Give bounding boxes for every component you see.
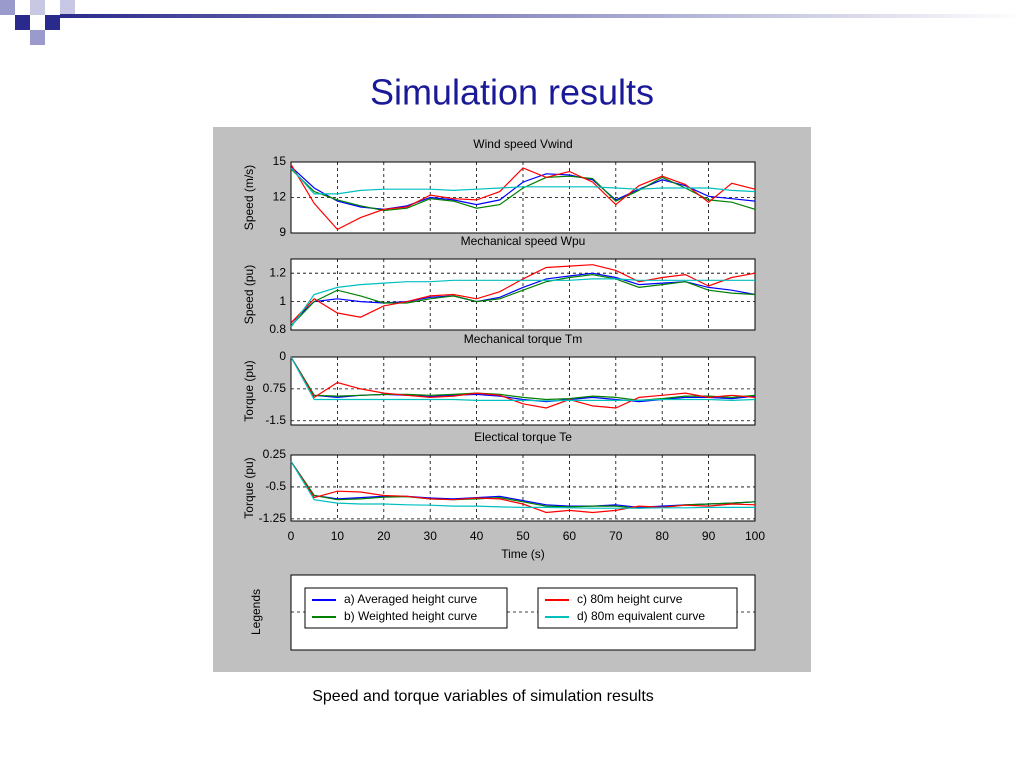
series-line <box>290 164 756 231</box>
x-tick-label: 50 <box>516 529 530 543</box>
plot-area <box>290 258 756 331</box>
caption: Speed and torque variables of simulation… <box>312 688 654 705</box>
y-axis-label: Speed (m/s) <box>242 165 256 230</box>
x-tick-label: 70 <box>609 529 623 543</box>
series-line <box>290 461 756 514</box>
x-tick-label: 80 <box>656 529 670 543</box>
y-axis-label: Torque (pu) <box>242 360 256 421</box>
x-tick-label: 60 <box>563 529 577 543</box>
series-line <box>290 168 756 212</box>
slide-title: Simulation results <box>370 72 654 113</box>
series-line <box>290 264 756 324</box>
y-tick-label: 0.75 <box>263 381 287 395</box>
series-line <box>290 356 756 402</box>
y-tick-label: -0.5 <box>265 479 286 493</box>
y-tick-label: 12 <box>273 190 287 204</box>
legend-box <box>304 587 508 629</box>
y-tick-label: 9 <box>279 225 286 239</box>
series-line <box>290 356 756 402</box>
legend-label: a) Averaged height curve <box>344 592 478 606</box>
series-line <box>290 278 755 328</box>
slide-decoration <box>0 0 1024 45</box>
series-line <box>290 167 756 195</box>
series-line <box>290 356 756 409</box>
x-axis-label: Time (s) <box>501 547 545 561</box>
legend-label: c) 80m height curve <box>577 592 683 606</box>
y-axis-label: Torque (pu) <box>242 457 256 518</box>
y-tick-label: 1.2 <box>269 265 286 279</box>
y-tick-label: -1.5 <box>265 413 286 427</box>
y-tick-label: 0.8 <box>269 322 286 336</box>
chart-title: Wind speed Vwind <box>473 137 572 151</box>
legend-label: d) 80m equivalent curve <box>577 609 705 623</box>
y-tick-label: 1 <box>279 294 286 308</box>
y-tick-label: 0.25 <box>263 447 287 461</box>
y-tick-label: 15 <box>273 154 287 168</box>
x-tick-label: 20 <box>377 529 391 543</box>
y-axis-label: Speed (pu) <box>242 265 256 324</box>
x-tick-label: 100 <box>745 529 765 543</box>
chart-title: Mechanical speed Wpu <box>461 234 586 248</box>
series-line <box>290 273 756 327</box>
legend-box <box>537 587 738 629</box>
y-tick-label: 0 <box>279 349 286 363</box>
chart-title: Electical torque Te <box>474 430 572 444</box>
x-tick-label: 40 <box>470 529 484 543</box>
x-tick-label: 90 <box>702 529 716 543</box>
x-tick-label: 10 <box>331 529 345 543</box>
x-tick-label: 0 <box>288 529 295 543</box>
legend-label: b) Weighted height curve <box>344 609 478 623</box>
x-tick-label: 30 <box>424 529 438 543</box>
y-tick-label: -1.25 <box>259 511 287 525</box>
plot-area <box>290 356 756 426</box>
chart-title: Mechanical torque Tm <box>464 332 583 346</box>
legend-title: Legends <box>249 589 263 635</box>
series-line <box>290 461 755 509</box>
